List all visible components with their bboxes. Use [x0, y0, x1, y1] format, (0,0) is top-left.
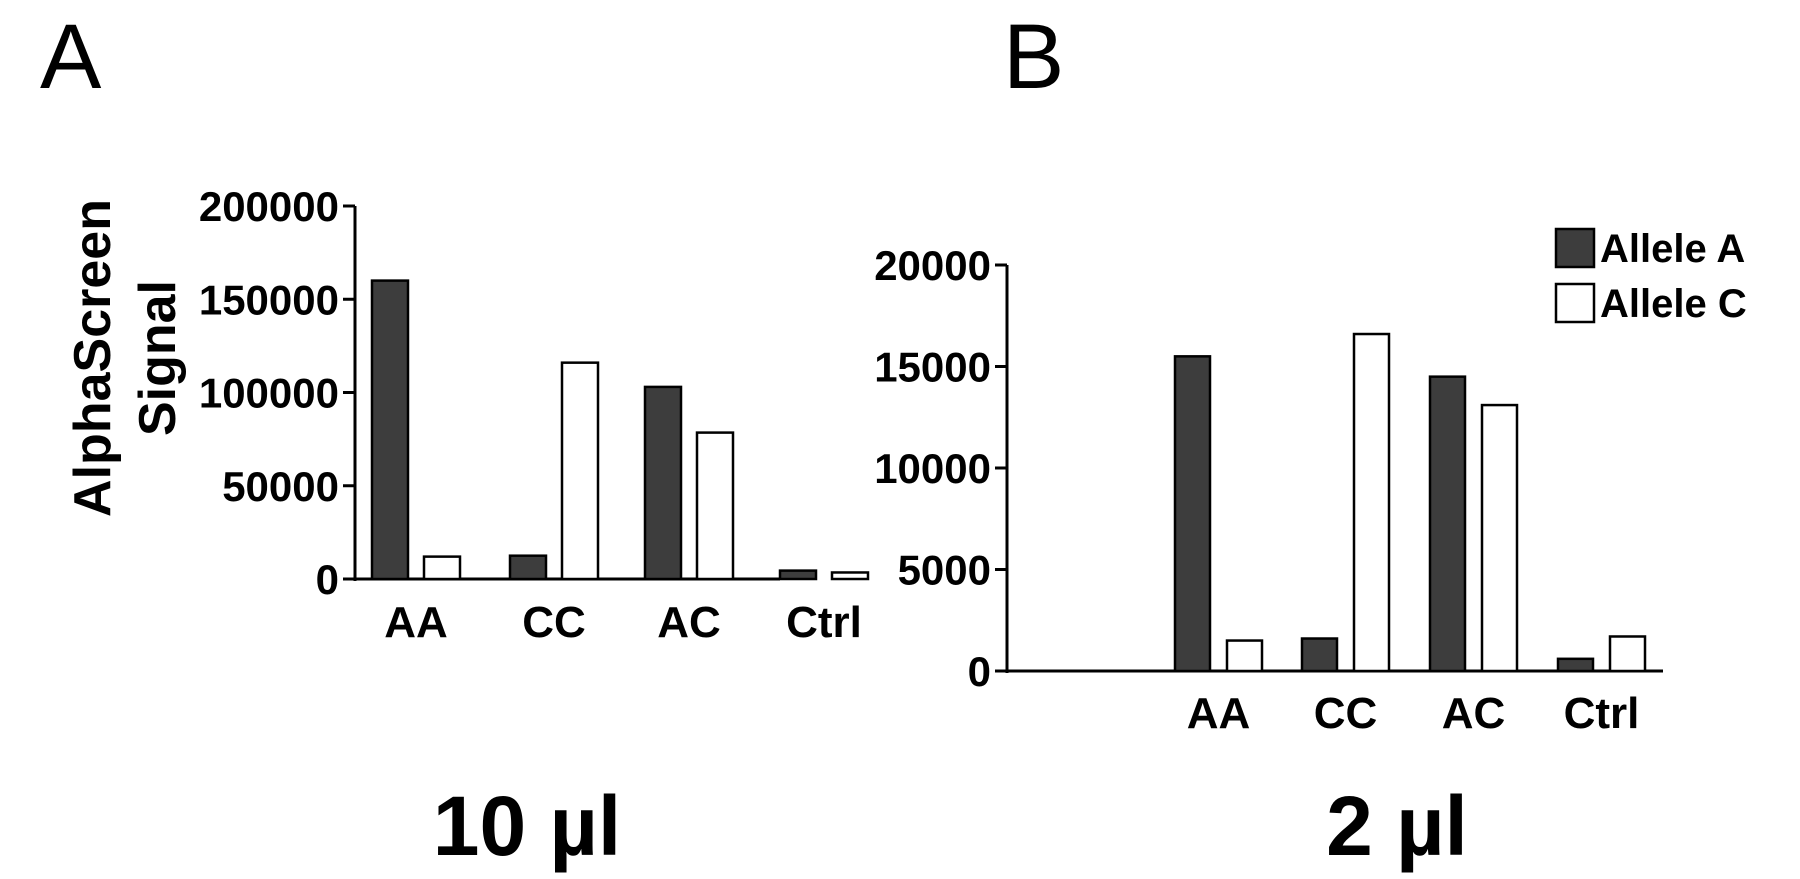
- bar-allele-a: [370, 279, 410, 581]
- x-axis-label: 2 µl: [1326, 779, 1468, 873]
- x-category-label: AA: [1187, 689, 1251, 738]
- panel-label-a: A: [40, 6, 102, 108]
- y-tick-label: 5000: [898, 547, 991, 594]
- x-axis-label: 10 µl: [433, 779, 622, 873]
- bar-allele-a: [1556, 657, 1595, 673]
- chart-panel-b: 0 5000 10000 15000 20000 AA CC AC Ctrl 2 µl Allele…: [874, 227, 1747, 873]
- bar-allele-a: [1300, 637, 1339, 673]
- y-tick-label: 15000: [874, 344, 991, 391]
- bar-allele-c: [1352, 332, 1391, 673]
- bar-allele-a: [778, 569, 818, 581]
- bar-allele-c: [1480, 403, 1519, 673]
- legend-label: Allele C: [1600, 282, 1747, 326]
- x-category-label: CC: [522, 598, 586, 647]
- y-axis-label-line: AlphaScreen: [64, 199, 122, 517]
- y-tick-label: 0: [968, 648, 991, 695]
- y-axis-label-line: Signal: [129, 280, 187, 436]
- bar-allele-c: [1225, 639, 1264, 673]
- bar-allele-c: [830, 571, 870, 581]
- y-tick-label: 150000: [199, 276, 339, 323]
- panel-label-b: B: [1003, 6, 1064, 108]
- x-category-label: AC: [1442, 689, 1506, 738]
- legend-swatch-allele-a: [1554, 227, 1596, 269]
- y-tick-label: 20000: [874, 242, 991, 289]
- chart-panel-a: 0 50000 100000 150000 200000 AA CC AC Ctrl 10 µl A…: [64, 183, 870, 873]
- x-category-label: Ctrl: [1564, 689, 1640, 738]
- y-tick-label: 100000: [199, 370, 339, 417]
- bar-allele-a: [643, 385, 683, 581]
- bar-allele-c: [1608, 635, 1647, 673]
- bar-allele-c: [422, 555, 462, 581]
- bar-allele-a: [508, 554, 548, 581]
- bar-allele-a: [1428, 375, 1467, 673]
- x-category-label: AA: [384, 598, 448, 647]
- bar-allele-a: [1173, 355, 1212, 673]
- bar-allele-c: [695, 431, 735, 581]
- y-tick-label: 200000: [199, 183, 339, 230]
- y-tick-label: 10000: [874, 445, 991, 492]
- legend-label: Allele A: [1600, 227, 1745, 271]
- y-tick-label: 50000: [222, 463, 339, 510]
- bar-allele-c: [560, 361, 600, 581]
- x-category-label: AC: [657, 598, 721, 647]
- legend-swatch-allele-c: [1554, 282, 1596, 324]
- x-category-label: CC: [1314, 689, 1378, 738]
- y-tick-label: 0: [316, 556, 339, 603]
- x-category-label: Ctrl: [786, 598, 862, 647]
